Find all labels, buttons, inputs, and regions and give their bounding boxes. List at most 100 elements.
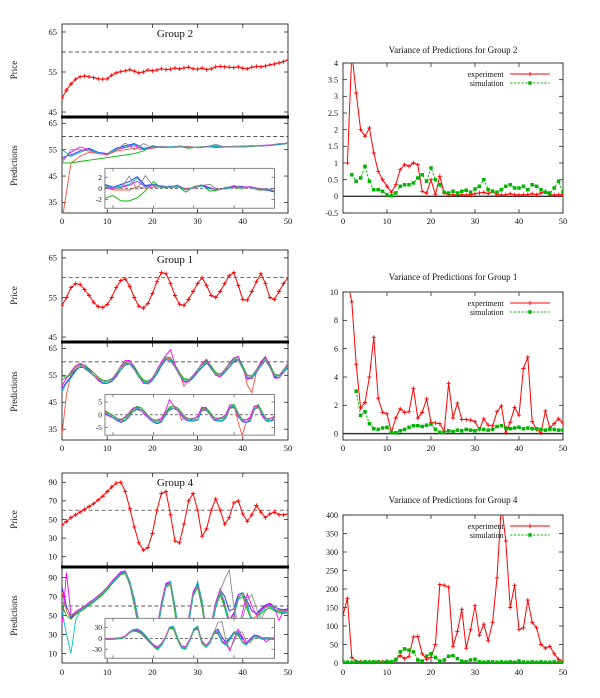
x-tick-label: 50 xyxy=(559,667,568,677)
price-axis-label: Price xyxy=(9,286,19,305)
tick-label: 70 xyxy=(49,591,58,601)
panel-title: Variance of Predictions for Group 2 xyxy=(389,45,518,55)
data-line xyxy=(104,174,275,193)
x-tick-label: 10 xyxy=(383,667,392,677)
x-tick-label: 0 xyxy=(341,443,345,453)
tick-label: 0 xyxy=(334,659,338,668)
price-axis-label: Price xyxy=(9,61,19,80)
x-tick-label: 30 xyxy=(193,216,202,226)
tick-label: 10 xyxy=(330,288,338,297)
tick-label: 150 xyxy=(326,603,338,612)
tick-label: 0 xyxy=(334,429,338,438)
tick-label: 70 xyxy=(49,496,58,506)
inset-tick-label: -2 xyxy=(96,195,102,204)
panel-group-1-price-predictions: 45 55 65 Group 1 Price 35 45 55 65 Predictions 5 0-… xyxy=(0,230,300,467)
data-line xyxy=(104,405,275,424)
data-line xyxy=(62,142,288,164)
tick-label: 50 xyxy=(49,610,58,620)
tick-label: 55 xyxy=(49,292,58,302)
tick-label: 55 xyxy=(49,370,58,380)
tick-label: 30 xyxy=(49,629,58,639)
tick-label: 3.5 xyxy=(328,75,338,84)
tick-label: 10 xyxy=(49,552,58,562)
inset-tick-label: -30 xyxy=(92,645,102,654)
x-tick-label: 10 xyxy=(103,443,112,453)
tick-label: 90 xyxy=(49,572,58,582)
tick-label: 100 xyxy=(326,622,338,631)
tick-label: 0.5 xyxy=(328,175,338,184)
tick-label: 50 xyxy=(330,640,338,649)
panel-variance-group-1: 0 2 4 6 8 10 Variance of Predictions for Group… xyxy=(300,230,600,467)
legend-label-simulation: simulation xyxy=(470,79,504,88)
x-tick-label: 10 xyxy=(383,443,392,453)
tick-label: 1.5 xyxy=(328,142,338,151)
tick-label: 65 xyxy=(49,253,58,263)
square-marker xyxy=(350,164,563,198)
tick-label: 35 xyxy=(49,197,58,207)
plot-frame xyxy=(342,291,564,441)
plus-marker xyxy=(527,71,533,77)
tick-label: 6 xyxy=(334,344,338,353)
legend-label-simulation: simulation xyxy=(470,308,504,317)
x-tick-label: 50 xyxy=(559,443,568,453)
square-marker xyxy=(528,81,532,85)
square-marker xyxy=(354,389,563,435)
tick-label: 2 xyxy=(334,125,338,134)
tick-label: 250 xyxy=(326,566,338,575)
inset-tick-label: -5 xyxy=(96,423,102,432)
data-line xyxy=(104,625,275,651)
panel-title: Variance of Predictions for Group 4 xyxy=(389,495,518,505)
tick-label: 200 xyxy=(326,585,338,594)
tick-label: 30 xyxy=(49,533,58,543)
inset-tick-label: 0 xyxy=(98,634,102,643)
panel-title: Group 1 xyxy=(157,254,193,266)
panel-title: Group 2 xyxy=(157,28,193,40)
x-tick-label: 40 xyxy=(239,667,248,677)
tick-label: 65 xyxy=(49,118,58,128)
plot-frame xyxy=(342,62,564,214)
plus-marker xyxy=(62,57,288,101)
x-tick-label: 50 xyxy=(284,216,293,226)
tick-label: 4 xyxy=(334,59,338,68)
panel-group-4-price-predictions: 10 30 50 70 90 Group 4 Price 10 30 50 70 90 Predicti… xyxy=(0,462,300,698)
panel-title: Variance of Predictions for Group 1 xyxy=(389,272,518,282)
square-marker xyxy=(528,310,532,314)
data-line xyxy=(104,407,275,421)
x-tick-label: 50 xyxy=(284,443,293,453)
x-tick-label: 20 xyxy=(148,216,157,226)
x-tick-label: 40 xyxy=(515,216,524,226)
panel-title: Group 4 xyxy=(157,477,194,489)
x-tick-label: 20 xyxy=(148,667,157,677)
x-tick-label: 20 xyxy=(148,443,157,453)
x-tick-label: 0 xyxy=(60,443,64,453)
tick-label: 35 xyxy=(49,424,58,434)
data-line xyxy=(62,568,288,655)
legend-label-experiment: experiment xyxy=(468,522,505,531)
x-tick-label: 40 xyxy=(239,216,248,226)
tick-label: 45 xyxy=(49,107,58,117)
tick-label: 4 xyxy=(334,373,338,382)
data-line xyxy=(62,571,288,654)
inset-tick-label: 30 xyxy=(94,623,102,632)
data-line xyxy=(62,357,288,383)
x-tick-label: 0 xyxy=(60,667,64,677)
tick-label: 2.5 xyxy=(328,109,338,118)
x-tick-label: 50 xyxy=(559,216,568,226)
x-tick-label: 10 xyxy=(103,216,112,226)
predictions-axis-label: Predictions xyxy=(9,145,19,186)
variance-group1-svg: 0 2 4 6 8 10 Variance of Predictions for Group… xyxy=(330,272,568,453)
x-tick-label: 20 xyxy=(427,443,436,453)
data-line xyxy=(62,348,288,387)
legend-label-experiment: experiment xyxy=(468,299,505,308)
tick-label: 65 xyxy=(49,343,58,353)
x-tick-label: 30 xyxy=(471,443,480,453)
x-tick-label: 0 xyxy=(60,216,64,226)
tick-label: 55 xyxy=(49,67,58,77)
tick-label: 8 xyxy=(334,316,338,325)
plus-marker xyxy=(527,523,533,529)
x-tick-label: 30 xyxy=(193,443,202,453)
price-axis-label: Price xyxy=(9,510,19,529)
tick-label: 300 xyxy=(326,548,338,557)
